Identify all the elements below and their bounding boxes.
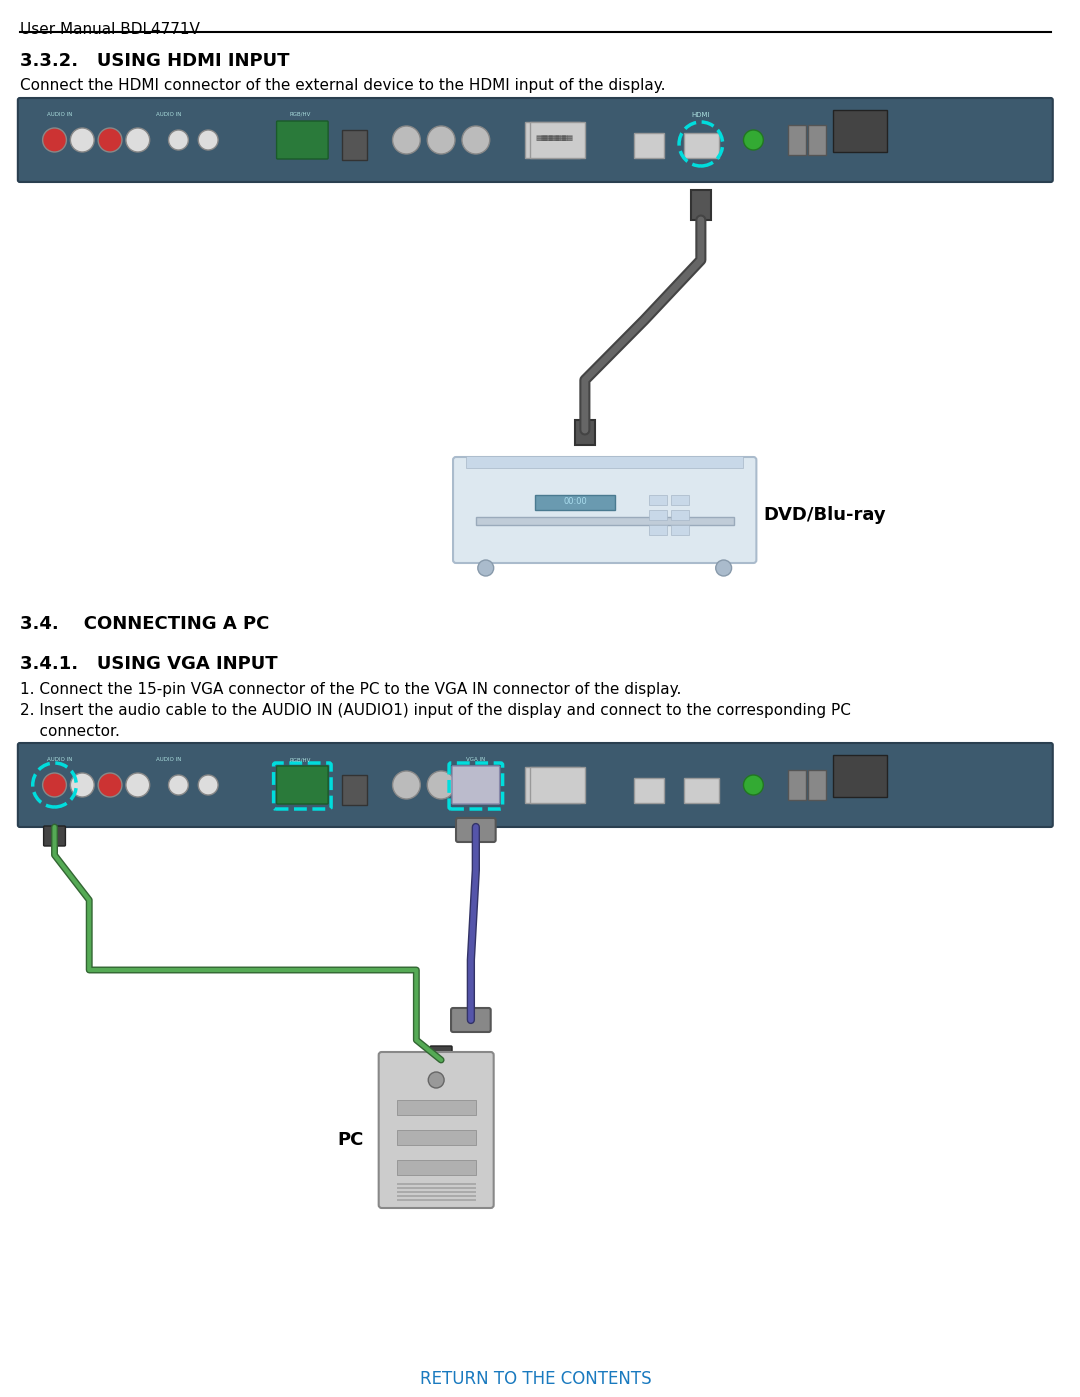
Circle shape [428, 771, 455, 799]
Circle shape [716, 560, 731, 576]
Circle shape [126, 129, 150, 152]
Bar [396, 1099, 476, 1115]
Text: VGA IN: VGA IN [467, 757, 485, 761]
FancyBboxPatch shape [43, 826, 66, 847]
Bar [649, 495, 667, 504]
Bar [396, 1199, 476, 1201]
Text: 3.4.1.   USING VGA INPUT: 3.4.1. USING VGA INPUT [19, 655, 278, 673]
Bar [342, 130, 367, 161]
Bar [649, 510, 667, 520]
Text: HDMI: HDMI [691, 112, 711, 117]
Bar [396, 1192, 476, 1193]
Bar [396, 1194, 476, 1197]
Circle shape [743, 775, 764, 795]
Bar [634, 133, 664, 158]
Bar [525, 122, 580, 158]
Bar [575, 420, 595, 446]
Text: AUDIO IN: AUDIO IN [46, 757, 72, 761]
Bar [671, 525, 689, 535]
Text: AUDIO IN: AUDIO IN [46, 112, 72, 117]
Bar [396, 1130, 476, 1146]
Circle shape [70, 773, 94, 798]
Bar [525, 767, 580, 803]
Bar [684, 778, 718, 803]
Text: AUDIO IN: AUDIO IN [156, 757, 181, 761]
Circle shape [429, 1071, 444, 1088]
Circle shape [392, 126, 420, 154]
Bar [788, 124, 806, 155]
Circle shape [477, 560, 494, 576]
Bar [808, 770, 826, 800]
Bar [649, 525, 667, 535]
Circle shape [462, 126, 489, 154]
FancyBboxPatch shape [18, 98, 1053, 182]
Bar [788, 770, 806, 800]
Text: 1. Connect the 15-pin VGA connector of the PC to the VGA IN connector of the dis: 1. Connect the 15-pin VGA connector of t… [19, 682, 681, 697]
Text: RETURN TO THE CONTENTS: RETURN TO THE CONTENTS [419, 1370, 651, 1389]
Text: ▦▦▦▦▦: ▦▦▦▦▦ [536, 136, 569, 141]
Text: User Manual BDL4771V: User Manual BDL4771V [19, 22, 200, 36]
Circle shape [98, 129, 122, 152]
Bar [465, 455, 743, 468]
Circle shape [168, 130, 188, 149]
Text: ▦▦▦▦▦: ▦▦▦▦▦ [541, 136, 573, 141]
FancyBboxPatch shape [453, 766, 500, 805]
Circle shape [168, 775, 188, 795]
Bar [808, 124, 826, 155]
Text: RGB/HV: RGB/HV [289, 757, 311, 761]
Text: 00:00: 00:00 [563, 497, 586, 507]
FancyBboxPatch shape [276, 766, 328, 805]
FancyBboxPatch shape [18, 743, 1053, 827]
FancyBboxPatch shape [456, 819, 496, 842]
Bar [634, 778, 664, 803]
Bar [342, 775, 367, 805]
Bar [396, 1160, 476, 1175]
Circle shape [98, 773, 122, 798]
Circle shape [392, 771, 420, 799]
Bar [684, 133, 718, 158]
FancyBboxPatch shape [453, 457, 756, 563]
Bar [530, 767, 585, 803]
Bar [671, 510, 689, 520]
Text: 3.4.    CONNECTING A PC: 3.4. CONNECTING A PC [19, 615, 269, 633]
Text: Connect the HDMI connector of the external device to the HDMI input of the displ: Connect the HDMI connector of the extern… [19, 78, 665, 94]
FancyBboxPatch shape [430, 1046, 453, 1066]
Circle shape [199, 130, 218, 149]
Circle shape [126, 773, 150, 798]
Text: 2. Insert the audio cable to the AUDIO IN (AUDIO1) input of the display and conn: 2. Insert the audio cable to the AUDIO I… [19, 703, 851, 718]
Bar [476, 517, 733, 525]
Circle shape [428, 126, 455, 154]
FancyBboxPatch shape [276, 122, 328, 159]
Text: PC: PC [337, 1132, 364, 1148]
Text: 3.3.2.   USING HDMI INPUT: 3.3.2. USING HDMI INPUT [19, 52, 289, 70]
Circle shape [70, 129, 94, 152]
Text: DVD/Blu-ray: DVD/Blu-ray [764, 506, 886, 524]
Text: RGB/HV: RGB/HV [289, 112, 311, 117]
Bar [671, 495, 689, 504]
FancyBboxPatch shape [379, 1052, 494, 1208]
Circle shape [42, 129, 66, 152]
Bar [833, 754, 888, 798]
FancyBboxPatch shape [451, 1009, 490, 1032]
Circle shape [743, 130, 764, 149]
Bar [396, 1183, 476, 1185]
Bar [691, 190, 711, 219]
Bar [536, 495, 615, 510]
Circle shape [42, 773, 66, 798]
Circle shape [199, 775, 218, 795]
Bar [396, 1187, 476, 1189]
Bar [833, 110, 888, 152]
Text: connector.: connector. [19, 724, 120, 739]
Bar [530, 122, 585, 158]
Text: AUDIO IN: AUDIO IN [156, 112, 181, 117]
Circle shape [462, 771, 489, 799]
